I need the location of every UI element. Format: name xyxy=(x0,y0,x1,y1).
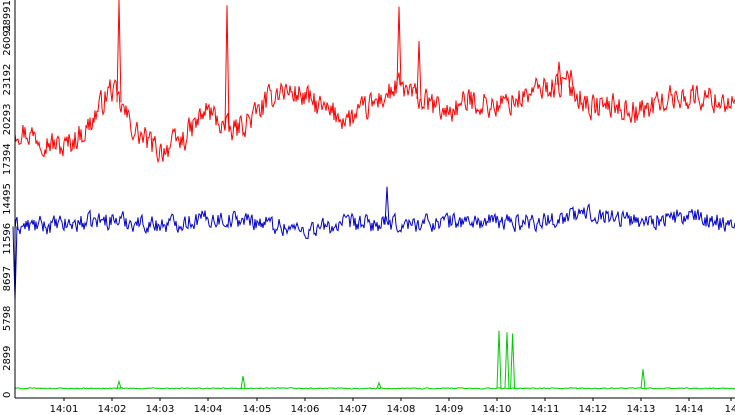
y-tick-label: 5798 xyxy=(2,306,13,331)
axis-layer xyxy=(14,0,735,399)
x-tick-label: 14:04 xyxy=(194,404,223,415)
x-tick-label: 14:03 xyxy=(146,404,175,415)
y-tick-label: 8697 xyxy=(2,266,13,291)
x-tick-label: 14:06 xyxy=(291,404,320,415)
y-tick-label: 11596 xyxy=(2,223,13,255)
series-layer xyxy=(14,70,735,390)
y-tick-label: 26091 xyxy=(2,24,13,56)
series-line-2 xyxy=(14,203,735,239)
x-tick-label: 14:12 xyxy=(579,404,608,415)
x-tick-label: 14:02 xyxy=(98,404,127,415)
y-tick-label: 14495 xyxy=(2,183,13,215)
y-tick-label: 2899 xyxy=(2,345,13,370)
series-line-1 xyxy=(14,70,735,164)
series-3-spike-7 xyxy=(640,369,646,389)
y-tick-label: 28991 xyxy=(2,0,13,32)
y-tick-label: 0 xyxy=(2,392,13,398)
series-3-spike-4 xyxy=(496,330,502,389)
x-tick-label: 14:10 xyxy=(483,404,512,415)
series-3-spike-1 xyxy=(116,379,122,389)
series-line-3 xyxy=(14,387,735,390)
spike-layer xyxy=(12,0,646,389)
x-tick-label: 14 xyxy=(725,404,735,415)
series-1-spike-4 xyxy=(416,41,422,99)
y-tick-label: 20293 xyxy=(2,103,13,135)
series-3-spike-2 xyxy=(240,375,246,389)
x-tick-label: 14:11 xyxy=(531,404,560,415)
x-tick-label: 14:08 xyxy=(387,404,416,415)
y-tick-label: 17394 xyxy=(2,143,13,175)
x-tick-label: 14:07 xyxy=(339,404,368,415)
series-3-spike-5 xyxy=(504,332,510,389)
series-2-spike-2 xyxy=(384,186,390,225)
series-1-spike-3 xyxy=(396,6,402,87)
x-tick-label: 14:01 xyxy=(50,404,79,415)
series-1-spike-2 xyxy=(224,5,230,130)
x-tick-label: 14:14 xyxy=(675,404,704,415)
x-tick-label: 14:05 xyxy=(243,404,272,415)
series-1-spike-1 xyxy=(116,0,122,103)
series-1-spike-5 xyxy=(556,61,562,86)
series-1-spike-6 xyxy=(568,69,574,88)
series-3-spike-3 xyxy=(376,381,382,389)
x-tick-label: 14:09 xyxy=(435,404,464,415)
series-3-spike-6 xyxy=(510,333,516,389)
y-tick-label: 23192 xyxy=(2,64,13,96)
x-tick-label: 14:13 xyxy=(627,404,656,415)
